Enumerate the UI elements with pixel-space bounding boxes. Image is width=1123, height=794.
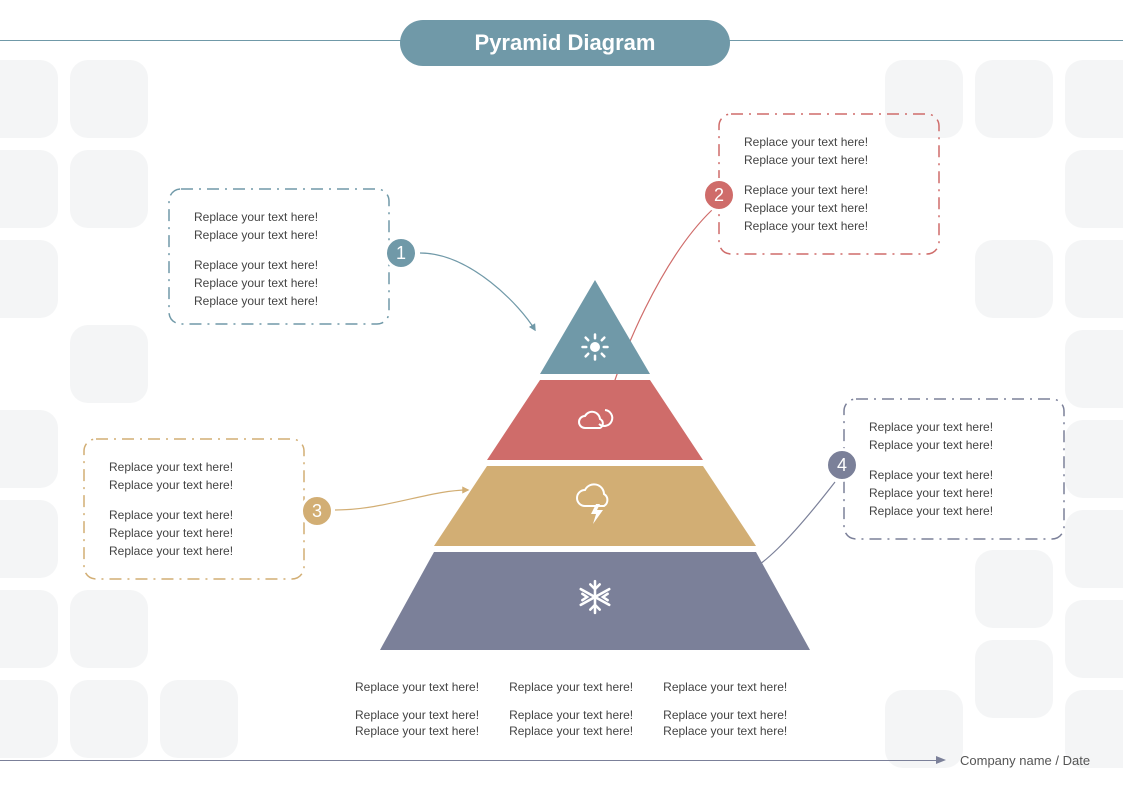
bottom-text-cell: Replace your text here! [663,680,787,694]
callout-1-line: Replace your text here! [194,274,366,292]
bottom-text-cell: Replace your text here! [509,724,633,738]
footer-text: Company name / Date [960,753,1090,768]
badge-2: 2 [702,178,736,212]
bottom-text-cell: Replace your text here! [355,680,479,694]
callout-1-line: Replace your text here! [194,208,366,226]
callout-2-line: Replace your text here! [744,217,916,235]
callout-3: Replace your text here! Replace your tex… [85,440,305,578]
bottom-text-cell: Replace your text here! [355,708,479,722]
moon-cloud-icon [575,402,615,443]
bottom-text-cell: Replace your text here! [355,724,479,738]
badge-1: 1 [384,236,418,270]
callout-2: Replace your text here! Replace your tex… [720,115,940,253]
callout-1-line: Replace your text here! [194,256,366,274]
callout-4-line: Replace your text here! [869,418,1041,436]
bottom-text-cell: Replace your text here! [663,724,787,738]
footer-line [0,760,940,761]
snowflake-icon [576,578,614,621]
storm-cloud-icon [572,482,618,533]
footer-arrow-icon [936,756,946,764]
callout-1: Replace your text here! Replace your tex… [170,190,390,328]
callout-1-line: Replace your text here! [194,292,366,310]
callout-3-line: Replace your text here! [109,458,281,476]
bottom-text-cell: Replace your text here! [663,708,787,722]
sun-icon [580,332,610,367]
callout-4-line: Replace your text here! [869,502,1041,520]
callout-2-line: Replace your text here! [744,151,916,169]
diagram-stage: Replace your text here! Replace your tex… [0,0,1123,794]
callout-2-line: Replace your text here! [744,181,916,199]
callout-4-line: Replace your text here! [869,484,1041,502]
callout-1-line: Replace your text here! [194,226,366,244]
callout-3-line: Replace your text here! [109,542,281,560]
bottom-text-block: Replace your text here! Replace your tex… [355,680,787,738]
callout-4-line: Replace your text here! [869,466,1041,484]
bottom-text-cell: Replace your text here! [509,708,633,722]
callout-2-line: Replace your text here! [744,133,916,151]
callout-4-line: Replace your text here! [869,436,1041,454]
badge-3: 3 [300,494,334,528]
callout-2-line: Replace your text here! [744,199,916,217]
callout-4: Replace your text here! Replace your tex… [845,400,1065,538]
badge-4: 4 [825,448,859,482]
callout-3-line: Replace your text here! [109,506,281,524]
callout-3-line: Replace your text here! [109,524,281,542]
callout-3-line: Replace your text here! [109,476,281,494]
bottom-text-cell: Replace your text here! [509,680,633,694]
